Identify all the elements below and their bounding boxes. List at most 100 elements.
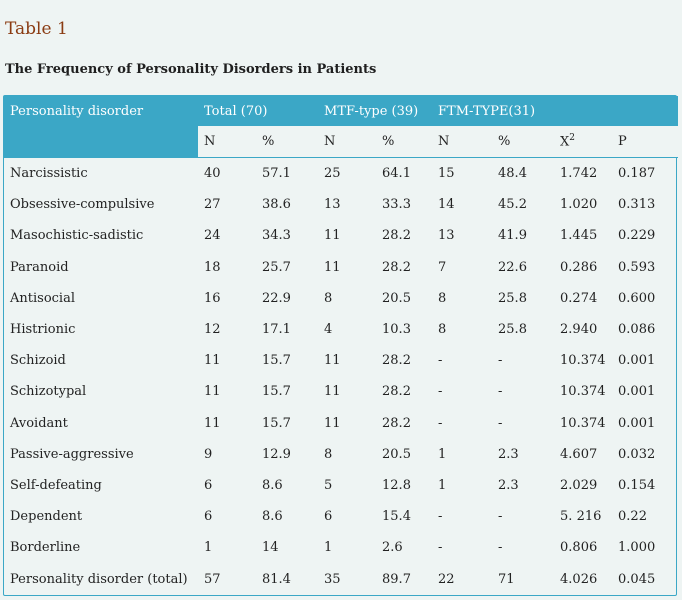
table-row: Masochistic-sadistic 24 34.3 11 28.2 13 41.9 1.… bbox=[4, 220, 678, 251]
cell-mtf-pct: 89.7 bbox=[382, 571, 411, 587]
cell-disorder: Histrionic bbox=[10, 322, 76, 338]
cell-mtf-pct: 28.2 bbox=[382, 415, 411, 431]
cell-chi2: 2.940 bbox=[560, 322, 598, 338]
cell-total-n: 6 bbox=[204, 477, 213, 493]
cell-mtf-n: 13 bbox=[324, 197, 341, 213]
cell-total-pct: 15.7 bbox=[262, 415, 291, 431]
table-caption: The Frequency of Personality Disorders i… bbox=[5, 62, 377, 77]
cell-total-pct: 15.7 bbox=[262, 353, 291, 369]
cell-p: 0.001 bbox=[618, 384, 656, 400]
cell-mtf-pct: 10.3 bbox=[382, 322, 411, 338]
cell-ftm-n: 8 bbox=[438, 322, 447, 338]
cell-ftm-pct: - bbox=[498, 384, 503, 400]
cell-total-n: 24 bbox=[204, 228, 221, 244]
cell-mtf-pct: 28.2 bbox=[382, 259, 411, 275]
cell-mtf-n: 25 bbox=[324, 166, 341, 182]
cell-ftm-pct: - bbox=[498, 415, 503, 431]
cell-mtf-pct: 2.6 bbox=[382, 540, 403, 556]
cell-ftm-pct: 25.8 bbox=[498, 322, 527, 338]
header-subcol-total-pct: % bbox=[256, 126, 319, 158]
cell-mtf-n: 11 bbox=[324, 415, 341, 431]
cell-ftm-n: 13 bbox=[438, 228, 455, 244]
cell-disorder: Personality disorder (total) bbox=[10, 571, 188, 587]
cell-mtf-n: 11 bbox=[324, 259, 341, 275]
cell-ftm-n: - bbox=[438, 540, 443, 556]
cell-disorder: Masochistic-sadistic bbox=[10, 228, 144, 244]
cell-mtf-pct: 28.2 bbox=[382, 353, 411, 369]
cell-mtf-pct: 20.5 bbox=[382, 290, 411, 306]
table-body: Narcissistic 40 57.1 25 64.1 15 48.4 1.742 0.187… bbox=[4, 158, 678, 595]
cell-disorder: Obsessive-compulsive bbox=[10, 197, 155, 213]
header-subcol-ftm-n: N bbox=[432, 126, 493, 158]
cell-mtf-pct: 64.1 bbox=[382, 166, 411, 182]
table-row: Histrionic 12 17.1 4 10.3 8 25.8 2.940 0.086 bbox=[4, 314, 678, 345]
table-row: Avoidant 11 15.7 11 28.2 - - 10.374 0.001 bbox=[4, 408, 678, 439]
cell-ftm-n: - bbox=[438, 384, 443, 400]
cell-disorder: Narcissistic bbox=[10, 165, 88, 181]
cell-total-n: 11 bbox=[204, 384, 221, 400]
cell-ftm-pct: 48.4 bbox=[498, 166, 527, 182]
cell-p: 0.032 bbox=[618, 446, 656, 462]
cell-mtf-n: 35 bbox=[324, 571, 341, 587]
cell-ftm-n: 7 bbox=[438, 259, 447, 275]
cell-p: 0.086 bbox=[618, 322, 656, 338]
header-group-total: Total (70) bbox=[198, 96, 319, 126]
cell-disorder: Dependent bbox=[10, 509, 83, 525]
header-subcol-chi2: X2 bbox=[554, 126, 613, 158]
cell-chi2: 1.020 bbox=[560, 197, 598, 213]
cell-disorder: Schizotypal bbox=[10, 384, 87, 400]
cell-total-pct: 34.3 bbox=[262, 228, 291, 244]
cell-ftm-n: 1 bbox=[438, 477, 447, 493]
cell-total-pct: 57.1 bbox=[262, 166, 291, 182]
cell-chi2: 10.374 bbox=[560, 384, 606, 400]
cell-p: 0.22 bbox=[618, 509, 647, 525]
cell-total-n: 40 bbox=[204, 166, 221, 182]
cell-ftm-pct: 71 bbox=[498, 571, 515, 587]
cell-mtf-pct: 15.4 bbox=[382, 509, 411, 525]
table-row: Narcissistic 40 57.1 25 64.1 15 48.4 1.742 0.187 bbox=[4, 158, 678, 190]
cell-p: 0.187 bbox=[618, 166, 656, 182]
cell-ftm-pct: - bbox=[498, 540, 503, 556]
cell-total-pct: 15.7 bbox=[262, 384, 291, 400]
cell-chi2: 0.286 bbox=[560, 259, 598, 275]
header-group-ftm: FTM-TYPE(31) bbox=[432, 96, 555, 126]
cell-mtf-pct: 20.5 bbox=[382, 446, 411, 462]
cell-mtf-n: 5 bbox=[324, 477, 333, 493]
cell-p: 0.154 bbox=[618, 477, 656, 493]
table-row: Passive-aggressive 9 12.9 8 20.5 1 2.3 4.607 0.0… bbox=[4, 439, 678, 470]
header-row-label: Personality disorder bbox=[4, 96, 198, 126]
cell-chi2: 4.026 bbox=[560, 571, 598, 587]
header-subcol-p: P bbox=[612, 126, 679, 158]
cell-total-n: 11 bbox=[204, 415, 221, 431]
cell-ftm-n: 8 bbox=[438, 290, 447, 306]
header-row-groups: Personality disorder Total (70) MTF-type… bbox=[4, 96, 679, 126]
cell-ftm-pct: 2.3 bbox=[498, 477, 519, 493]
cell-chi2: 0.806 bbox=[560, 540, 598, 556]
cell-mtf-n: 1 bbox=[324, 540, 333, 556]
cell-total-pct: 81.4 bbox=[262, 571, 291, 587]
header-blank-p bbox=[612, 96, 679, 126]
cell-total-n: 6 bbox=[204, 509, 213, 525]
cell-total-pct: 38.6 bbox=[262, 197, 291, 213]
header-row-subcols: N % N % N % X2 P bbox=[4, 126, 679, 158]
cell-ftm-pct: 41.9 bbox=[498, 228, 527, 244]
cell-total-pct: 14 bbox=[262, 540, 279, 556]
cell-mtf-n: 6 bbox=[324, 509, 333, 525]
cell-ftm-pct: 25.8 bbox=[498, 290, 527, 306]
cell-disorder: Self-defeating bbox=[10, 477, 102, 493]
cell-ftm-n: - bbox=[438, 353, 443, 369]
cell-mtf-n: 11 bbox=[324, 353, 341, 369]
cell-total-pct: 25.7 bbox=[262, 259, 291, 275]
cell-ftm-n: 1 bbox=[438, 446, 447, 462]
cell-ftm-n: - bbox=[438, 509, 443, 525]
header-subcol-mtf-pct: % bbox=[376, 126, 433, 158]
table-row: Self-defeating 6 8.6 5 12.8 1 2.3 2.029 0.154 bbox=[4, 470, 678, 501]
cell-ftm-n: - bbox=[438, 415, 443, 431]
table-container: Personality disorder Total (70) MTF-type… bbox=[3, 95, 679, 596]
header-subcol-mtf-n: N bbox=[318, 126, 377, 158]
cell-ftm-n: 14 bbox=[438, 197, 455, 213]
cell-total-n: 27 bbox=[204, 197, 221, 213]
table-row: Obsessive-compulsive 27 38.6 13 33.3 14 45.2 1.… bbox=[4, 189, 678, 220]
cell-disorder: Schizoid bbox=[10, 353, 66, 369]
cell-chi2: 10.374 bbox=[560, 353, 606, 369]
